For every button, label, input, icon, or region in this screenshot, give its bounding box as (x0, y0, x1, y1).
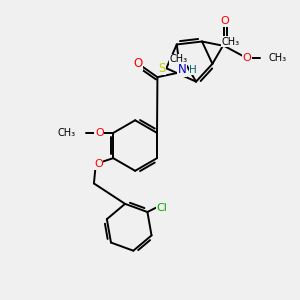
Text: S: S (158, 62, 166, 75)
Text: H: H (189, 65, 197, 75)
Text: CH₃: CH₃ (269, 53, 287, 63)
Text: O: O (134, 57, 143, 70)
Text: O: O (95, 128, 104, 138)
Text: CH₃: CH₃ (58, 128, 76, 138)
Text: N: N (178, 63, 187, 76)
Text: O: O (94, 159, 103, 169)
Text: CH₃: CH₃ (169, 54, 187, 64)
Text: O: O (220, 16, 229, 26)
Text: O: O (243, 53, 252, 63)
Text: CH₃: CH₃ (221, 37, 239, 46)
Text: Cl: Cl (157, 202, 168, 212)
